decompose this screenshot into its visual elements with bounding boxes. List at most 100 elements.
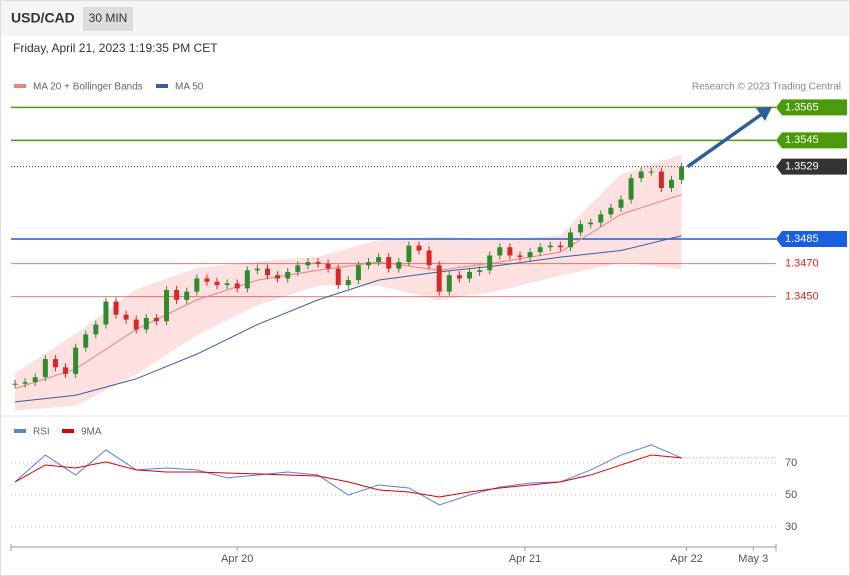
candle: [315, 262, 321, 264]
candle: [578, 224, 584, 233]
legend-label: MA 20 + Bollinger Bands: [33, 82, 143, 93]
candle: [517, 255, 523, 258]
legend-swatch: [14, 84, 26, 88]
level-box: [776, 158, 847, 175]
candle: [63, 367, 69, 374]
candle: [83, 334, 89, 348]
legend-label: 9MA: [81, 427, 102, 438]
candle: [335, 268, 341, 286]
candle: [42, 359, 48, 378]
candle: [133, 319, 139, 330]
candle: [416, 245, 422, 251]
arrow-head: [756, 107, 772, 121]
candle: [164, 290, 170, 322]
x-tick-label: Apr 21: [509, 553, 541, 565]
candle: [113, 301, 119, 315]
symbol: USD/CAD: [11, 10, 75, 26]
candle: [648, 171, 654, 173]
candle: [477, 270, 483, 272]
candle: [608, 207, 614, 215]
candle: [224, 283, 230, 286]
candle: [265, 268, 271, 276]
candle: [52, 359, 58, 368]
interval-box[interactable]: [83, 7, 133, 31]
candle: [456, 275, 462, 279]
candle: [638, 171, 644, 179]
x-tick-label: May 3: [738, 553, 768, 565]
rsi-line: [14, 454, 682, 498]
ma-line: [14, 235, 682, 403]
candle: [73, 347, 79, 374]
y-tick-label: 50: [785, 489, 797, 501]
legend-swatch: [156, 84, 168, 88]
level-label: 1.3470: [785, 258, 819, 270]
candle: [93, 324, 99, 335]
legend-swatch: [14, 429, 26, 433]
candle: [214, 281, 220, 286]
candle: [628, 178, 634, 200]
candle: [466, 271, 472, 279]
candle: [325, 263, 331, 269]
candle: [366, 262, 372, 266]
level-label: 1.3545: [785, 134, 819, 146]
candle: [679, 166, 685, 180]
forecast-arrow: [686, 112, 764, 169]
candle: [507, 247, 513, 256]
level-box: [776, 231, 847, 248]
date: Friday, April 21, 2023 1:19:35 PM CET: [13, 41, 218, 55]
candle: [295, 265, 301, 272]
x-tick-label: Apr 22: [670, 553, 702, 565]
candle: [396, 262, 402, 269]
level-label: 1.3529: [785, 161, 819, 173]
candle: [598, 214, 604, 223]
candle: [143, 317, 149, 330]
interval[interactable]: 30 MIN: [89, 11, 128, 25]
candle: [426, 250, 432, 266]
candle: [123, 314, 129, 320]
candle: [244, 270, 250, 289]
legend-label: MA 50: [175, 82, 204, 93]
x-tick-label: Apr 20: [221, 553, 253, 565]
candle: [376, 257, 382, 263]
candle: [305, 262, 311, 266]
candle: [174, 290, 180, 300]
rsi-line: [14, 444, 682, 506]
candle: [658, 171, 664, 189]
level-label: 1.3450: [785, 290, 819, 302]
y-tick-label: 30: [785, 521, 797, 533]
legend-swatch: [62, 429, 74, 433]
candle: [618, 199, 624, 208]
y-tick-label: 70: [785, 457, 797, 469]
header-bar: [1, 1, 849, 36]
candle: [557, 245, 563, 248]
candle: [345, 280, 351, 286]
candle: [254, 268, 260, 271]
candle: [588, 222, 594, 225]
candle: [234, 283, 240, 289]
level-box: [776, 132, 847, 149]
candle: [22, 382, 28, 384]
candle: [194, 278, 200, 292]
candle: [12, 383, 18, 385]
candle: [204, 278, 210, 282]
credit: Research © 2023 Trading Central: [692, 82, 841, 93]
band-upper: [14, 154, 682, 375]
candle: [32, 377, 38, 383]
level-label: 1.3485: [785, 233, 819, 245]
candle: [406, 245, 412, 263]
candle: [386, 257, 392, 269]
candle: [355, 265, 361, 281]
candle: [537, 247, 543, 253]
candle: [497, 247, 503, 256]
candle: [446, 275, 452, 292]
candle: [567, 232, 573, 248]
level-box: [776, 99, 847, 116]
candle: [527, 252, 533, 258]
candle: [285, 271, 291, 279]
legend-label: RSI: [33, 427, 50, 438]
candle: [153, 317, 159, 322]
candle: [103, 301, 109, 325]
candle: [547, 245, 553, 248]
candle: [184, 291, 190, 300]
